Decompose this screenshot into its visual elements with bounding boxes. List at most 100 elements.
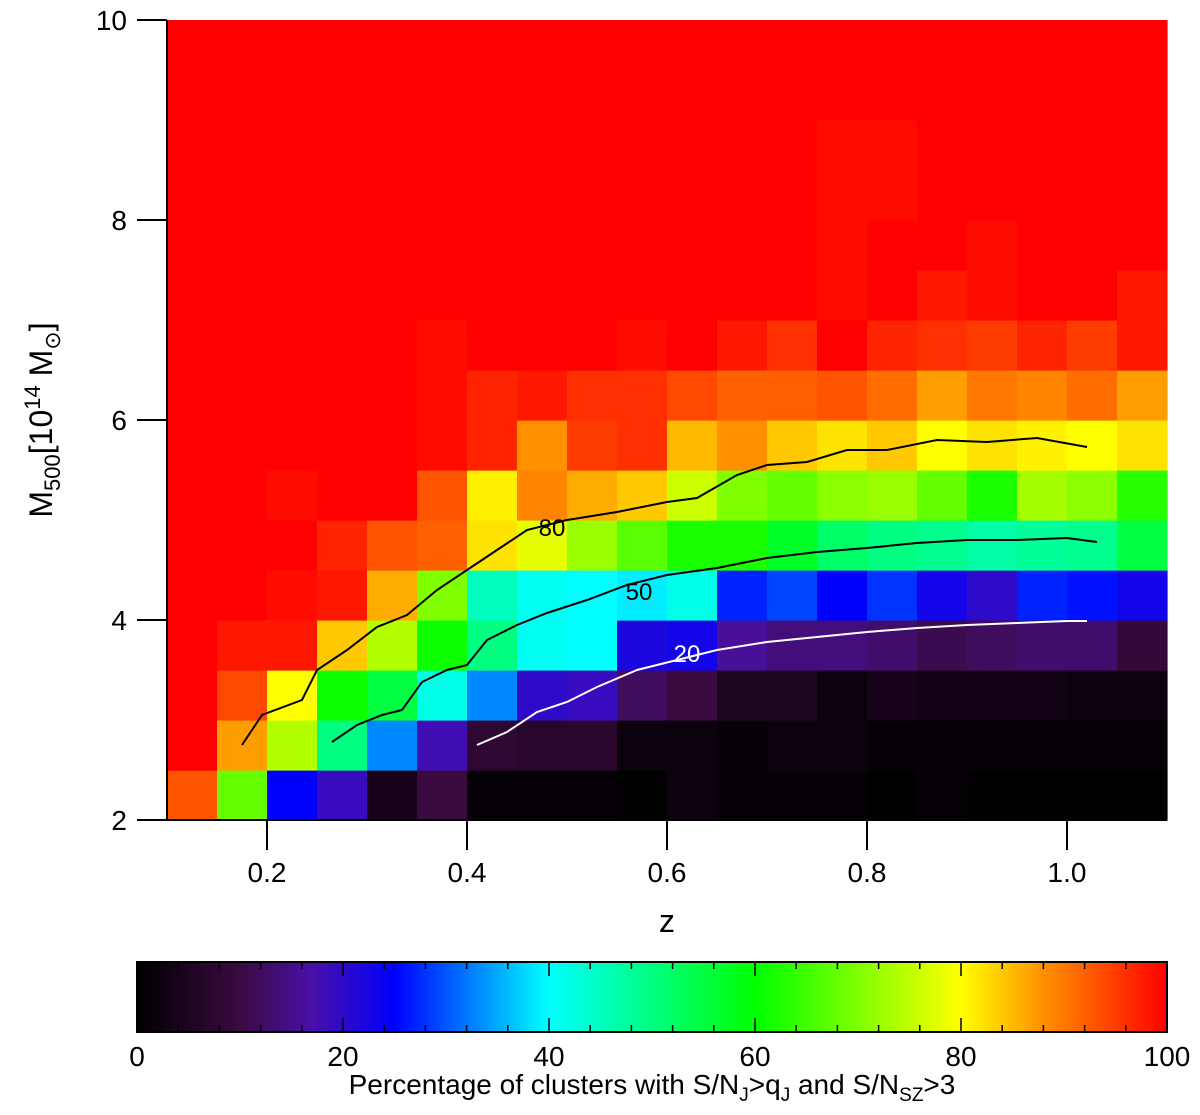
heatmap-cell — [367, 320, 418, 371]
heatmap-cell — [467, 420, 518, 471]
heatmap-cell — [767, 620, 818, 671]
colorbar-title: Percentage of clusters with S/NJ>qJ and … — [349, 1069, 956, 1106]
heatmap-cell — [517, 20, 568, 71]
heatmap-cell — [567, 620, 618, 671]
colorbar-title-sub-j1: J — [739, 1085, 749, 1106]
heatmap-cell — [567, 470, 618, 521]
heatmap-cell — [667, 620, 718, 671]
colorbar-title-part3: and S/N — [790, 1069, 899, 1100]
heatmap-cell — [1017, 370, 1068, 421]
heatmap-cell — [167, 720, 218, 771]
heatmap-cell — [317, 320, 368, 371]
heatmap-cell — [967, 770, 1018, 821]
heatmap-cell — [617, 20, 668, 71]
heatmap-cell — [1017, 420, 1068, 471]
heatmap-cell — [767, 20, 818, 71]
heatmap-cell — [717, 370, 768, 421]
heatmap-cell — [967, 370, 1018, 421]
heatmap-cell — [217, 370, 268, 421]
heatmap-cell — [1017, 570, 1068, 621]
heatmap-cell — [517, 420, 568, 471]
heatmap-cell — [417, 670, 468, 721]
heatmap-cell — [817, 520, 868, 571]
heatmap-cell — [617, 270, 668, 321]
heatmap-cell — [167, 20, 218, 71]
heatmap-cell — [817, 320, 868, 371]
heatmap-cell — [267, 220, 318, 271]
contour-label-50: 50 — [626, 579, 653, 606]
heatmap-cell — [817, 270, 868, 321]
heatmap-cell — [1017, 720, 1068, 771]
heatmap-cell — [517, 320, 568, 371]
heatmap-cell — [717, 570, 768, 621]
heatmap-cell — [667, 770, 718, 821]
heatmap-cell — [917, 370, 968, 421]
heatmap-cell — [467, 70, 518, 121]
heatmap-cell — [1067, 20, 1118, 71]
heatmap-cell — [367, 520, 418, 571]
heatmap-cell — [567, 370, 618, 421]
heatmap-cell — [1117, 20, 1168, 71]
y-axis-title-exp: 14 — [20, 385, 45, 409]
heatmap-cell — [817, 570, 868, 621]
heatmap-cell — [167, 620, 218, 671]
heatmap-cell — [1067, 370, 1118, 421]
y-axis-title-units: [10 — [23, 410, 59, 454]
colorbar-tick-label: 20 — [327, 1041, 358, 1072]
heatmap-cell — [417, 570, 468, 621]
heatmap-cell — [767, 470, 818, 521]
heatmap-cell — [417, 220, 468, 271]
heatmap-cell — [167, 770, 218, 821]
heatmap-cell — [867, 370, 918, 421]
heatmap-cell — [317, 670, 368, 721]
heatmap-cell — [567, 770, 618, 821]
heatmap-cell — [717, 670, 768, 721]
heatmap-cell — [767, 120, 818, 171]
heatmap-cell — [617, 370, 668, 421]
heatmap-cell — [717, 720, 768, 771]
heatmap-cell — [1117, 120, 1168, 171]
heatmap-cell — [317, 770, 368, 821]
heatmap-cell — [567, 670, 618, 721]
heatmap-cell — [1117, 370, 1168, 421]
heatmap-cell — [217, 670, 268, 721]
x-tick-label: 0.2 — [248, 857, 287, 888]
heatmap-cell — [917, 420, 968, 471]
axes: 0.2 0.4 0.6 0.8 1.0 2 4 6 8 10 — [96, 5, 1167, 888]
heatmap-cell — [767, 520, 818, 571]
heatmap-cell — [517, 620, 568, 671]
heatmap-cell — [617, 670, 668, 721]
heatmap-cell — [417, 70, 468, 121]
heatmap-cell — [1067, 720, 1118, 771]
heatmap-cell — [617, 770, 668, 821]
heatmap-cell — [417, 270, 468, 321]
heatmap-cell — [667, 670, 718, 721]
contour-label-20: 20 — [674, 641, 701, 668]
heatmap-cell — [667, 170, 718, 221]
heatmap-cell — [817, 70, 868, 121]
heatmap-cell — [417, 320, 468, 371]
heatmap-cell — [517, 520, 568, 571]
heatmap-cell — [967, 720, 1018, 771]
heatmap-cell — [817, 670, 868, 721]
heatmap-cell — [517, 170, 568, 221]
heatmap-cell — [167, 470, 218, 521]
colorbar-ticks: 0 20 40 60 80 100 — [129, 962, 1190, 1072]
heatmap-cell — [617, 120, 668, 171]
heatmap-cell — [417, 770, 468, 821]
heatmap-cell — [217, 120, 268, 171]
heatmap-cell — [817, 170, 868, 221]
heatmap-cell — [417, 170, 468, 221]
colorbar-title-part1: Percentage of clusters with S/N — [349, 1069, 740, 1100]
heatmap-cell — [317, 420, 368, 471]
heatmap-cell — [367, 20, 418, 71]
heatmap-cell — [567, 220, 618, 271]
heatmap-cell — [767, 220, 818, 271]
heatmap-cell — [1117, 570, 1168, 621]
heatmap-cell — [667, 370, 718, 421]
heatmap-cell — [767, 320, 818, 371]
heatmap-cell — [217, 320, 268, 371]
heatmap-cell — [917, 120, 968, 171]
heatmap-cell — [1117, 270, 1168, 321]
heatmap-cell — [967, 520, 1018, 571]
